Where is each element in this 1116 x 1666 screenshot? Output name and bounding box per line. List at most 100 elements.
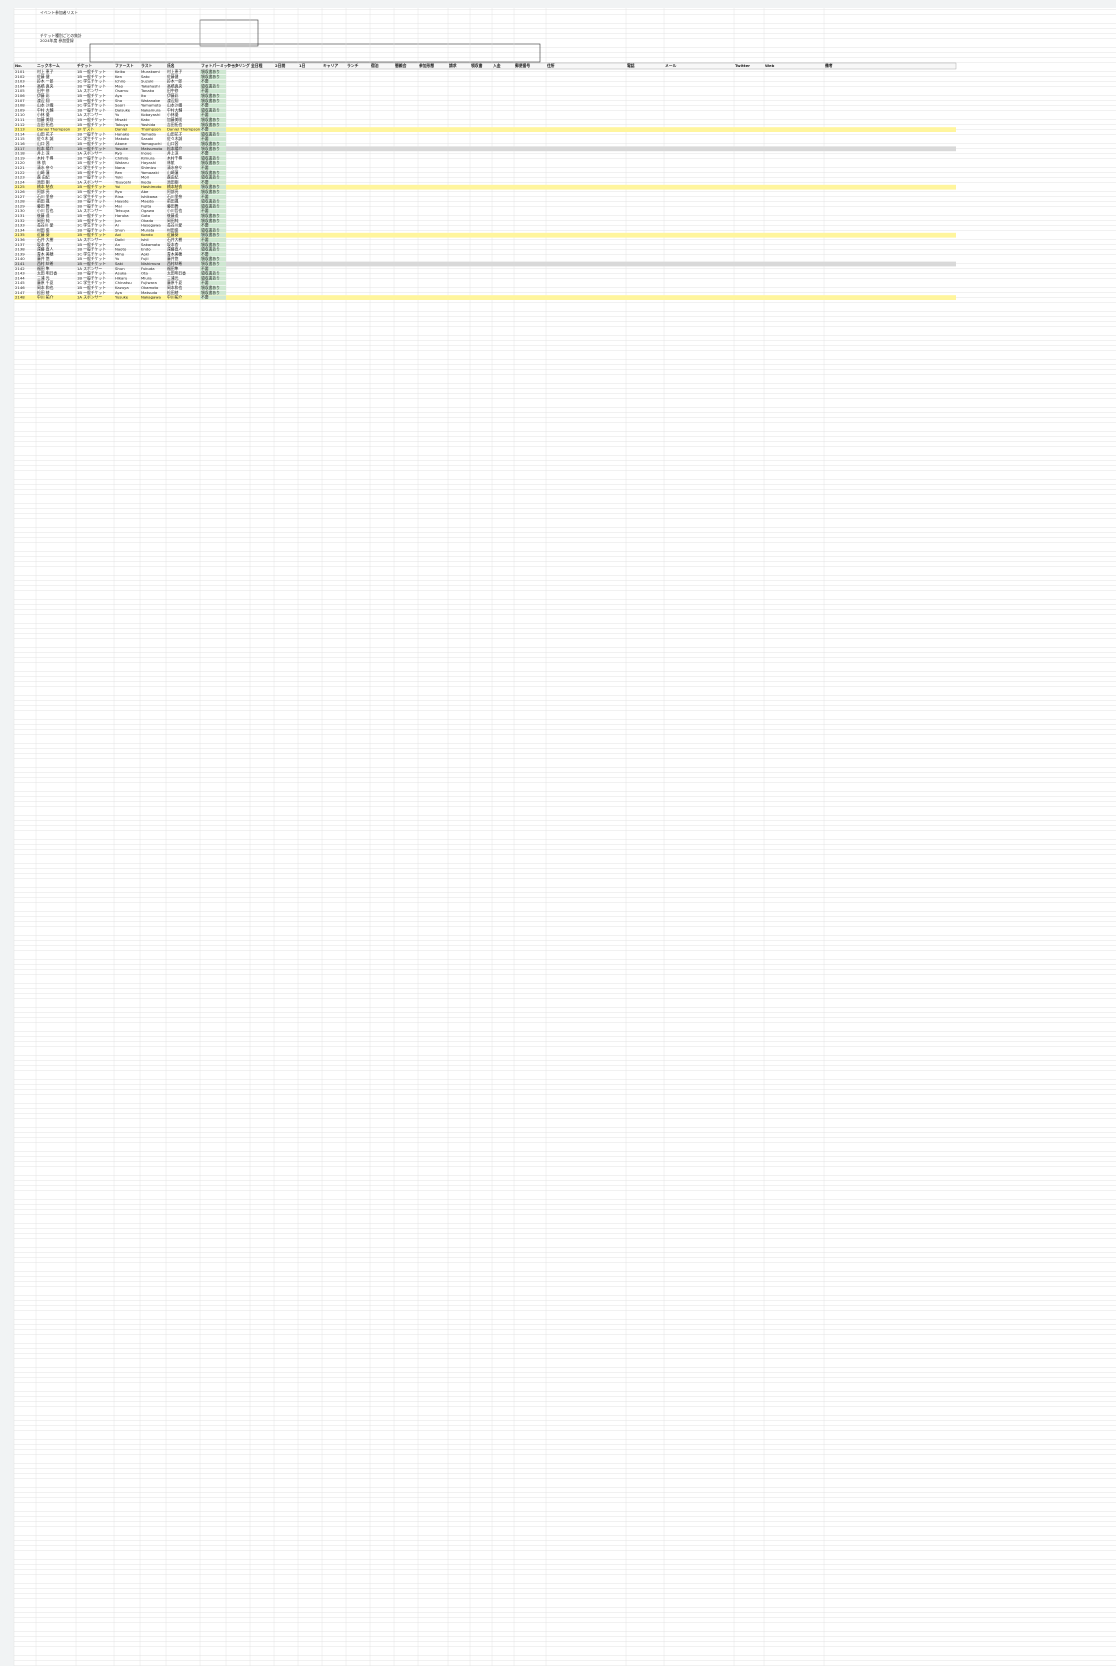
cell-text: 中川祐介 — [167, 295, 182, 300]
cell-text: 渡辺翔 — [167, 98, 179, 103]
cell-text: 領収書あり — [201, 74, 220, 79]
cell-text: 2132 — [15, 218, 25, 223]
cell-text: 清水奈々 — [167, 165, 182, 170]
cell-fill — [200, 185, 226, 190]
cell-text: Hasegawa — [141, 223, 161, 228]
cell-text: 領収書あり — [201, 83, 220, 88]
cell-text: 2126 — [15, 189, 25, 194]
cell-text: 2107 — [15, 98, 25, 103]
cell-text: 林航 — [167, 160, 175, 165]
cell-text: 岡田 純 — [37, 218, 50, 223]
cell-text: 1C 学生チケット — [77, 103, 106, 108]
cell-text: Yusuke — [115, 295, 129, 300]
cell-text: 不要 — [201, 136, 209, 141]
cell-text: Murakami — [141, 69, 160, 74]
cell-text: Hashimoto — [141, 184, 162, 189]
cell-text: 領収書あり — [201, 247, 220, 252]
cell-fill — [200, 180, 226, 185]
cell-text: 領収書あり — [201, 170, 220, 175]
cell-text: 森 由紀 — [37, 175, 50, 180]
cell-text: 1B 一般チケット — [77, 285, 106, 290]
cell-text: 領収書あり — [201, 69, 220, 74]
cell-text: 領収書あり — [201, 146, 220, 151]
cell-text: 1B 一般チケット — [77, 256, 106, 261]
cell-text: 1C 学生チケット — [77, 194, 106, 199]
cell-text: 領収書あり — [201, 271, 220, 276]
cell-text: 2101 — [15, 69, 25, 74]
column-header: 請求 — [449, 63, 457, 68]
sheet-title: イベント参加者リスト — [40, 10, 78, 15]
cell-text: 2123 — [15, 175, 25, 180]
cell-text: 領収書あり — [201, 227, 220, 232]
cell-text: 田中修 — [167, 88, 179, 93]
cell-text: 松本 陽介 — [37, 146, 54, 151]
cell-text: Murata — [141, 227, 154, 232]
cell-text: 高橋真央 — [167, 83, 182, 88]
summary-box — [199, 19, 259, 47]
cell-text: Hayate — [115, 199, 129, 204]
cell-fill — [200, 161, 226, 166]
cell-text: Yamazaki — [141, 170, 159, 175]
cell-text: 佐々木誠 — [167, 136, 182, 141]
cell-text: Sato — [141, 74, 150, 79]
cell-fill — [200, 257, 226, 262]
cell-text: 領収書あり — [201, 275, 220, 280]
cell-text: Thompson — [140, 127, 161, 132]
cell-text: 橋本 結衣 — [37, 184, 54, 189]
cell-text: 2144 — [15, 275, 25, 280]
cell-text: 坂本杏 — [167, 242, 179, 247]
cell-text: 池田 剛 — [37, 179, 50, 184]
cell-text: 不要 — [201, 112, 209, 117]
cell-text: Yu — [115, 256, 120, 261]
cell-text: 山崎蓮 — [167, 170, 179, 175]
cell-text: 2104 — [15, 83, 25, 88]
cell-text: 不要 — [201, 151, 209, 156]
cell-text: 領収書あり — [201, 117, 220, 122]
cell-text: 山本沙織 — [167, 103, 182, 108]
cell-text: Ken — [115, 74, 123, 79]
cell-text: 領収書あり — [201, 232, 220, 237]
cell-text: Ichiro — [115, 79, 126, 84]
cell-text: 1A スポンサー — [77, 208, 102, 213]
cell-text: 後藤遥 — [167, 213, 179, 218]
cell-text: 領収書あり — [201, 155, 220, 160]
cell-fill — [200, 276, 226, 281]
cell-fill — [200, 127, 226, 132]
cell-text: Suzuki — [141, 79, 153, 84]
cell-text: 2112 — [15, 122, 25, 127]
cell-text: 1B 一般チケット — [77, 122, 106, 127]
cell-text: Fujita — [141, 203, 151, 208]
cell-text: Ota — [141, 271, 148, 276]
cell-text: Kobayashi — [141, 112, 160, 117]
cell-text: Abe — [141, 189, 149, 194]
cell-fill — [200, 242, 226, 247]
cell-text: 佐藤健 — [167, 74, 179, 79]
cell-fill — [200, 199, 226, 204]
cell-text: Mori — [141, 175, 149, 180]
cell-text: 石川里奈 — [167, 194, 182, 199]
cell-text: 1B 一般チケット — [77, 170, 106, 175]
cell-text: 1C 学生チケット — [77, 280, 106, 285]
cell-text: 領収書あり — [201, 218, 220, 223]
column-header: 領収書 — [470, 63, 483, 68]
cell-text: 坂本 杏 — [37, 242, 50, 247]
cell-text: 1C 学生チケット — [77, 165, 106, 170]
cell-text: 領収書あり — [201, 242, 220, 247]
cell-text: 2131 — [15, 213, 25, 218]
cell-text: Hikaru — [115, 275, 128, 280]
cell-text: 遠藤 直人 — [37, 247, 54, 252]
cell-text: 不要 — [201, 194, 209, 199]
cell-text: 近藤葵 — [167, 232, 179, 237]
cell-text: Fujiwara — [141, 280, 157, 285]
cell-text: 吉田拓也 — [167, 122, 182, 127]
cell-text: Ishikawa — [141, 194, 157, 199]
cell-text: Fukuda — [141, 266, 155, 271]
cell-fill — [200, 266, 226, 271]
cell-text: Endo — [141, 247, 151, 252]
cell-text: 不要 — [201, 266, 209, 271]
cell-text: Inoue — [141, 151, 152, 156]
cell-text: 1B 一般チケット — [77, 184, 106, 189]
cell-text: Yamaguchi — [141, 141, 162, 146]
column-header: Web — [765, 63, 775, 68]
cell-text: 橋本結衣 — [167, 184, 182, 189]
